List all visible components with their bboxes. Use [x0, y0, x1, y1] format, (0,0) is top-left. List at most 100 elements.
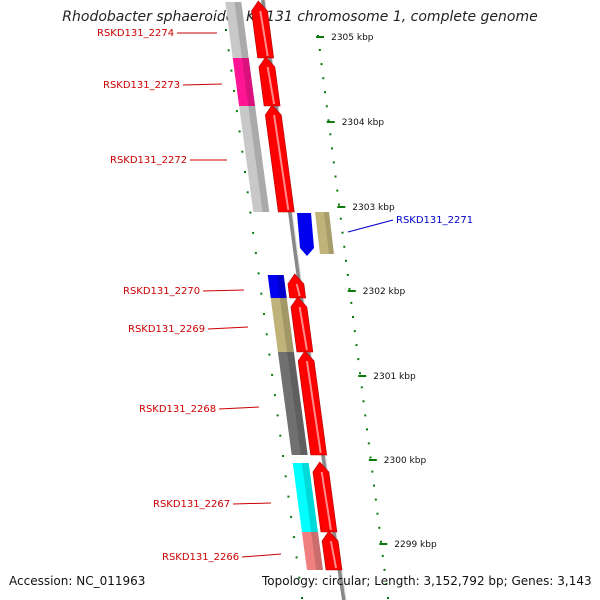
gene-label: RSKD131_2267 — [153, 499, 230, 510]
guide-dot — [254, 252, 257, 255]
gene-block — [292, 463, 318, 532]
gene-label: RSKD131_2269 — [128, 324, 205, 335]
guide-dot — [332, 161, 335, 164]
gene-label: RSKD131_2272 — [110, 155, 187, 166]
map-title: Rhodobacter sphaeroides KD131 chromosome… — [62, 9, 538, 25]
guide-dot — [292, 536, 295, 539]
gene-block — [232, 58, 256, 106]
guide-dot — [357, 358, 360, 361]
gene-label: RSKD131_2271 — [396, 215, 473, 226]
cds-arrow-rskd131_2274 — [251, 0, 275, 59]
cds-arrow-rskd131_2270 — [287, 273, 307, 299]
guide-dot — [290, 515, 293, 518]
guide-dot — [387, 597, 389, 599]
gene-block — [239, 106, 270, 212]
gene-shade — [301, 463, 318, 532]
guide-dot — [376, 512, 379, 515]
guide-dot — [339, 217, 342, 220]
guide-dot — [282, 455, 284, 457]
gene-labels: RSKD131_2274 RSKD131_2273 RSKD131_2272 RSKD… — [97, 28, 473, 563]
guide-dot — [244, 171, 246, 173]
guide-dot — [260, 292, 263, 295]
cds-highlight — [329, 540, 337, 569]
tick-label: 2300 kbp — [384, 456, 427, 466]
gene-block-rskd131_2272 — [239, 106, 270, 212]
gene-block-rskd131_2268 — [277, 352, 308, 455]
gene-shade — [248, 106, 270, 212]
guide-dot — [252, 231, 255, 234]
guide-dot — [301, 597, 303, 599]
guide-dot — [374, 498, 377, 501]
gene-shade — [276, 275, 287, 298]
cds-arrow-rskd131_2272 — [264, 104, 295, 213]
guide-dot — [284, 475, 287, 478]
forward-gene — [297, 212, 334, 256]
gene-features — [225, 0, 343, 571]
accession-text: Accession: NC_011963 — [9, 574, 146, 588]
guide-dot — [345, 259, 347, 262]
gene-shade — [279, 298, 294, 352]
label-leader-line — [207, 326, 249, 330]
cds-arrow-rskd131_2266 — [321, 530, 343, 571]
guide-dot — [336, 189, 339, 192]
guide-dot — [359, 372, 361, 375]
guide-dot — [322, 77, 325, 80]
cds-highlight — [295, 283, 301, 297]
tick-label: 2303 kbp — [352, 203, 395, 213]
guide-dot — [276, 414, 279, 417]
guide-dot — [373, 484, 375, 487]
guide-dot — [324, 91, 326, 94]
gene-block — [301, 532, 323, 570]
guide-dot — [366, 428, 368, 431]
guide-dot — [378, 526, 381, 529]
gene-block — [267, 275, 287, 298]
guide-dot — [360, 386, 363, 389]
gene-shade — [241, 58, 256, 106]
guide-dot — [230, 69, 233, 72]
cds-arrow-rskd131_2269 — [290, 296, 314, 353]
guide-dot — [341, 231, 344, 234]
guide-dot — [385, 582, 388, 585]
gene-block-rskd131_2274 — [225, 2, 249, 58]
genome-summary-text: Topology: circular; Length: 3,152,792 bp… — [262, 574, 592, 588]
gene-block — [315, 212, 334, 254]
guide-dot — [325, 105, 328, 108]
guide-dot — [238, 130, 241, 133]
cds-highlight — [320, 471, 332, 531]
guide-dot — [249, 211, 252, 214]
cds-arrow-rskd131_2273 — [258, 56, 281, 107]
gene-block-rskd131_2269 — [270, 298, 294, 352]
label-leader-line — [202, 289, 245, 292]
gene-label: RSKD131_2268 — [139, 404, 216, 415]
guide-dot — [350, 301, 353, 304]
guide-dot — [334, 175, 337, 178]
guide-dot — [348, 287, 351, 290]
guide-dot — [343, 245, 346, 248]
tick-label: 2305 kbp — [331, 33, 374, 43]
position-ticks: 2305 kbp 2304 kbp 2303 kbp 2302 kbp 2301 kbp… — [316, 33, 437, 550]
guide-dot — [369, 456, 372, 459]
guide-dot — [233, 89, 236, 92]
cds-arrow-rskd131_2267 — [312, 461, 338, 533]
guide-dot — [353, 330, 356, 333]
guide-dot — [346, 273, 349, 276]
gene-block-rskd131_2266 — [301, 532, 323, 570]
gene-shade — [324, 212, 334, 254]
gene-block-rskd131_2270 — [267, 275, 287, 298]
cds-highlight — [305, 360, 322, 454]
tick-label: 2299 kbp — [394, 540, 437, 550]
inner-dot-guide — [225, 29, 303, 599]
guide-dot — [380, 540, 382, 543]
guide-dot — [329, 133, 332, 136]
gene-block — [270, 298, 294, 352]
tick-label: 2302 kbp — [363, 287, 406, 297]
gene-block-rskd131_2273 — [232, 58, 256, 106]
cds-arrow-rskd131_2268 — [297, 350, 328, 456]
tick-label: 2301 kbp — [373, 372, 416, 382]
guide-dot — [295, 556, 298, 559]
guide-dot — [367, 442, 370, 445]
guide-dot — [371, 470, 374, 473]
gene-label: RSKD131_2273 — [103, 80, 180, 91]
guide-dot — [364, 414, 367, 417]
